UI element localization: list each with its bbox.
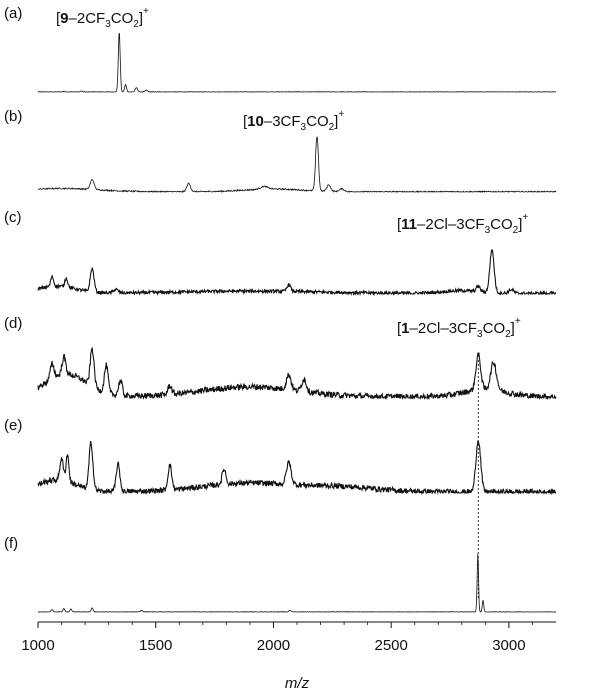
panel-label-a: (a) [4,5,22,22]
spectra-panels: (a) [9–2CF3CO2]+ (b) [10–3CF3CO2]+ (c) [11–2C… [4,5,557,613]
x-tick-label: 2000 [257,637,290,654]
spectrum-trace-d [37,346,557,401]
spectrum-trace-f [37,553,556,613]
ion-label-b: [10–3CF3CO2]+ [243,109,344,133]
spectrum-panel-f: (f) [4,535,556,613]
x-tick-label: 2500 [374,637,407,654]
spectrum-trace-c [37,249,557,297]
spectrum-trace-a [37,32,557,93]
x-axis-ticks: 1000 1500 2000 2500 3000 [21,622,533,654]
panel-label-f: (f) [4,535,18,552]
panel-label-d: (d) [4,315,22,332]
x-tick-label: 1000 [21,637,54,654]
spectrum-panel-a: (a) [9–2CF3CO2]+ [4,5,557,93]
spectrum-panel-c: (c) [11–2Cl–3CF3CO2]+ [4,209,557,297]
x-tick-label: 1500 [139,637,172,654]
panel-label-b: (b) [4,108,22,125]
spectrum-panel-b: (b) [10–3CF3CO2]+ [4,108,557,193]
x-tick-label: 3000 [492,637,525,654]
spectrum-panel-e: (e) [4,417,557,496]
spectrum-trace-b [37,136,557,193]
spectrum-trace-e [37,440,557,496]
panel-label-c: (c) [4,209,22,226]
spectrum-panel-d: (d) [1–2Cl–3CF3CO2]+ [4,315,557,401]
x-axis-title: m/z [285,675,310,692]
ion-label-c: [11–2Cl–3CF3CO2]+ [397,212,528,236]
panel-label-e: (e) [4,417,22,434]
ion-label-d: [1–2Cl–3CF3CO2]+ [397,316,521,340]
ion-label-a: [9–2CF3CO2]+ [56,6,149,30]
